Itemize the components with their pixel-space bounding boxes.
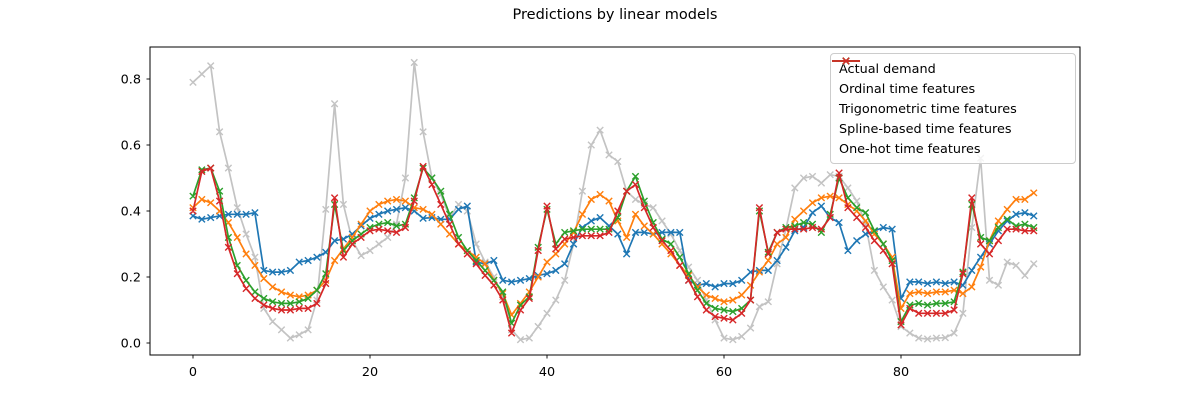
y-tick-label: 0.6 xyxy=(121,139,141,154)
y-tick-label: 0.4 xyxy=(121,205,141,220)
legend-label: Ordinal time features xyxy=(839,82,976,98)
legend-item-actual-demand: Actual demand xyxy=(832,57,1067,79)
x-tick-label: 20 xyxy=(362,365,378,380)
legend: Actual demand Ordinal time features Trigon… xyxy=(830,53,1076,164)
y-tick-label: 0.0 xyxy=(121,337,141,352)
legend-item-one-hot-time-features: One-hot time features xyxy=(832,57,1067,159)
series-ordinal-time-features-markers xyxy=(189,202,1038,303)
chart-title: Predictions by linear models xyxy=(512,7,718,23)
legend-sample-marker xyxy=(842,57,850,65)
x-tick-label: 0 xyxy=(189,365,197,380)
series-one-hot-time-features-markers xyxy=(189,162,1038,337)
y-tick-label: 0.8 xyxy=(121,73,141,88)
legend-item-ordinal-time-features: Ordinal time features xyxy=(832,57,1067,99)
legend-label: Actual demand xyxy=(839,62,936,78)
legend-label: Spline-based time features xyxy=(839,121,1012,137)
x-tick-label: 80 xyxy=(893,365,909,380)
legend-line-sample-icon xyxy=(832,57,860,65)
x-tick-label: 40 xyxy=(539,365,555,380)
y-tick-label: 0.2 xyxy=(121,271,141,286)
series-actual-demand-line xyxy=(192,61,1035,341)
legend-item-trigonometric-time-features: Trigonometric time features xyxy=(832,57,1067,119)
series-actual-demand-markers xyxy=(189,58,1038,344)
x-tick-label: 60 xyxy=(716,365,732,380)
legend-label: Trigonometric time features xyxy=(839,101,1017,117)
legend-label: One-hot time features xyxy=(839,141,981,157)
legend-item-spline-based-time-features: Spline-based time features xyxy=(832,57,1067,139)
series-one-hot-time-features-line xyxy=(192,165,1034,334)
